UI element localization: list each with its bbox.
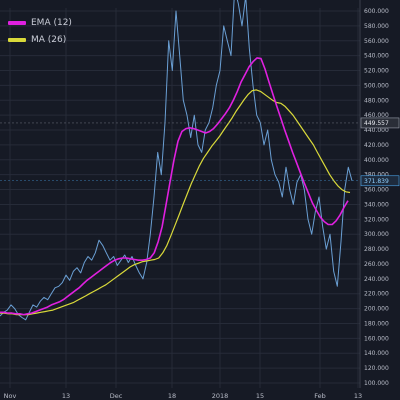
legend-label-ma: MA (26) bbox=[31, 34, 67, 45]
x-tick-label: 2018 bbox=[212, 392, 229, 400]
y-tick-label: 400.000 bbox=[364, 157, 389, 164]
ema-line bbox=[0, 57, 349, 316]
level-markers: 449.557 371.839 bbox=[0, 117, 400, 187]
legend: EMA (12) MA (26) bbox=[8, 14, 72, 48]
y-axis[interactable]: 100.000 120.000 140.000 160.000 180.000 200.0… bbox=[359, 0, 389, 388]
y-tick-label: 420.000 bbox=[364, 142, 389, 149]
last-price-tag bbox=[360, 175, 400, 187]
y-tick-label: 200.000 bbox=[364, 306, 389, 313]
legend-swatch-ma bbox=[8, 37, 26, 42]
y-tick-label: 460.000 bbox=[364, 112, 389, 119]
y-tick-label: 440.000 bbox=[364, 127, 389, 134]
y-tick-label: 520.000 bbox=[364, 68, 389, 75]
y-tick-label: 240.000 bbox=[364, 276, 389, 283]
x-tick-label: 13 bbox=[62, 392, 70, 400]
y-tick-label: 380.000 bbox=[364, 172, 389, 179]
y-tick-label: 360.000 bbox=[364, 187, 389, 194]
level-label: 449.557 bbox=[364, 120, 389, 127]
y-tick-label: 180.000 bbox=[364, 320, 389, 327]
y-tick-label: 280.000 bbox=[364, 246, 389, 253]
x-tick-label: Nov bbox=[4, 392, 17, 400]
legend-label-ema: EMA (12) bbox=[31, 17, 72, 28]
y-tick-label: 320.000 bbox=[364, 216, 389, 223]
x-tick-label: Feb bbox=[314, 392, 326, 400]
x-tick-label: 13 bbox=[354, 392, 362, 400]
y-tick-label: 300.000 bbox=[364, 231, 389, 238]
x-tick-label: 15 bbox=[256, 392, 264, 400]
x-tick-label: 18 bbox=[168, 392, 176, 400]
x-tick-label: Dec bbox=[110, 392, 123, 400]
y-tick-label: 580.000 bbox=[364, 23, 389, 30]
y-tick-label: 480.000 bbox=[364, 97, 389, 104]
y-tick-label: 600.000 bbox=[364, 8, 389, 15]
x-axis[interactable]: Nov 13 Dec 18 2018 15 Feb 13 bbox=[4, 392, 362, 400]
y-tick-label: 260.000 bbox=[364, 261, 389, 268]
level-tag bbox=[360, 117, 400, 129]
y-tick-label: 540.000 bbox=[364, 53, 389, 60]
grid bbox=[0, 8, 360, 388]
y-tick-label: 160.000 bbox=[364, 335, 389, 342]
y-tick-label: 220.000 bbox=[364, 291, 389, 298]
legend-item-ema: EMA (12) bbox=[8, 14, 72, 31]
price-line bbox=[0, 0, 353, 321]
y-tick-label: 120.000 bbox=[364, 365, 389, 372]
last-price-label: 371.839 bbox=[364, 178, 389, 185]
y-tick-label: 340.000 bbox=[364, 201, 389, 208]
legend-swatch-ema bbox=[8, 20, 26, 25]
series-lines bbox=[0, 0, 353, 321]
y-tick-label: 140.000 bbox=[364, 350, 389, 357]
y-tick-label: 100.000 bbox=[364, 380, 389, 387]
legend-item-ma: MA (26) bbox=[8, 31, 72, 48]
ma-line bbox=[0, 89, 351, 316]
y-tick-label: 560.000 bbox=[364, 38, 389, 45]
y-tick-label: 500.000 bbox=[364, 82, 389, 89]
